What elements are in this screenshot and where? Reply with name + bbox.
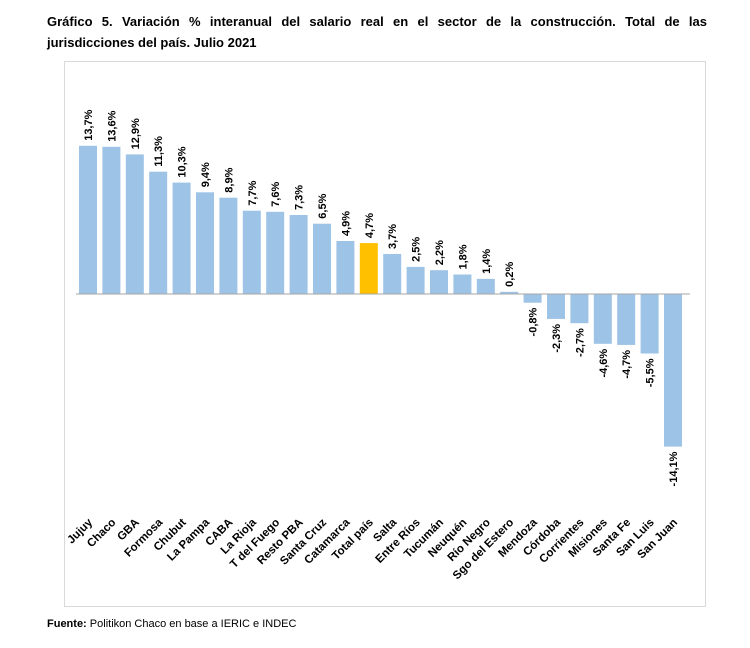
data-label-20: -2,3% [551,324,563,353]
data-label-4: 10,3% [177,146,189,177]
bar-1 [102,146,121,294]
data-label-16: 1,8% [457,244,469,269]
data-label-0: 13,7% [83,109,95,140]
bar-18 [500,291,519,294]
chart-frame [64,61,706,607]
data-label-2: 12,9% [130,118,142,149]
data-label-17: 1,4% [481,249,493,274]
bar-0 [79,145,97,294]
data-label-10: 6,5% [317,193,329,218]
data-label-13: 3,7% [387,224,399,249]
bar-21 [570,294,589,324]
bar-2 [125,154,144,294]
bar-4 [172,182,191,294]
data-label-24: -5,5% [645,358,657,387]
data-label-19: -0,8% [528,307,540,336]
bar-3 [149,171,168,294]
bar-17 [476,278,495,294]
data-label-18: 0,2% [504,262,516,287]
bar-22 [593,294,612,344]
data-label-7: 7,7% [247,180,259,205]
bar-14 [406,266,425,294]
data-label-14: 2,5% [411,237,423,262]
data-label-6: 8,9% [223,167,235,192]
data-label-12: 4,7% [364,213,376,238]
bar-12 [359,243,378,294]
data-label-1: 13,6% [106,110,118,141]
bar-16 [453,274,472,294]
bar-11 [336,241,355,294]
source-label: Fuente: [47,618,87,630]
bar-8 [266,211,285,294]
data-label-11: 4,9% [340,211,352,236]
bar-24 [640,294,659,354]
data-label-22: -4,6% [598,349,610,378]
bar-13 [383,254,402,294]
source-text: Politikon Chaco en base a IERIC e INDEC [86,618,297,630]
bar-25 [664,294,682,447]
bar-23 [617,294,636,345]
data-label-25: -14,1% [668,451,680,486]
bar-19 [523,294,542,303]
data-label-8: 7,6% [270,182,282,207]
bar-5 [196,192,214,294]
chart-title: Gráfico 5. Variación % interanual del sa… [47,14,707,50]
data-label-21: -2,7% [574,328,586,357]
bar-7 [242,210,261,294]
bar-9 [289,215,308,294]
bar-6 [219,197,238,294]
data-label-9: 7,3% [294,185,306,210]
bar-20 [547,294,565,319]
data-label-15: 2,2% [434,240,446,265]
data-label-23: -4,7% [621,350,633,379]
bar-15 [430,270,448,294]
data-label-5: 9,4% [200,162,212,187]
bar-10 [313,223,331,294]
data-label-3: 11,3% [153,136,165,167]
source-note: Fuente: Politikon Chaco en base a IERIC … [47,618,296,630]
